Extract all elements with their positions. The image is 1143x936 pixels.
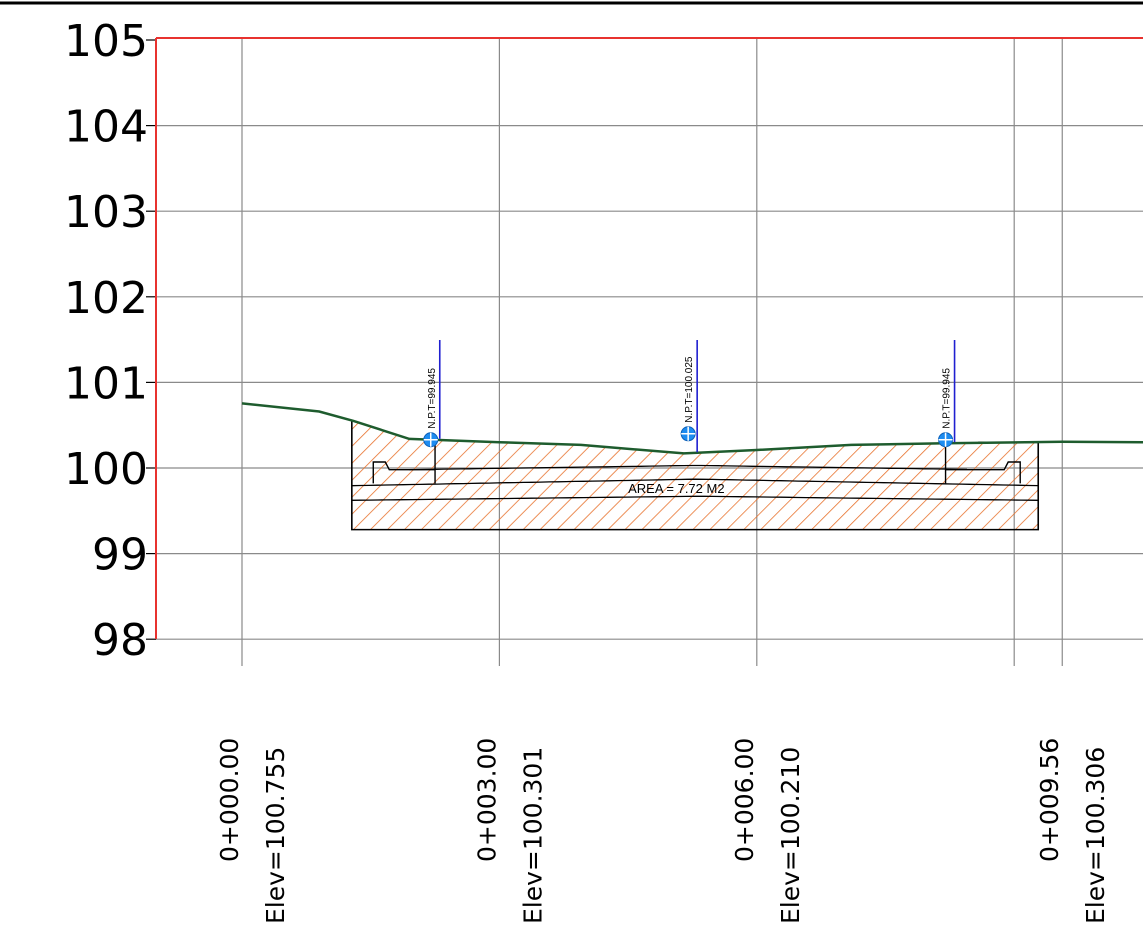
elevation-labels: 105 104 103 102 101 100 99 98	[64, 16, 148, 666]
curb-right	[944, 442, 1021, 484]
elevation-label-101: 101	[64, 358, 148, 409]
station-label: 0+006.00	[730, 738, 759, 862]
station-labels: 0+000.00 Elev=100.755 0+003.00 Elev=100.301…	[215, 738, 1110, 924]
npt-label: N.P.T=100.025	[684, 356, 695, 423]
elevation-label-99: 99	[92, 530, 148, 581]
station-label: 0+009.56	[1035, 738, 1064, 862]
area-label: AREA = 7.72 M2	[628, 481, 724, 496]
elevation-label-105: 105	[64, 16, 148, 67]
design-marker: N.P.T=99.945	[423, 340, 441, 448]
elevation-value-label: Elev=100.755	[261, 747, 290, 924]
design-marker: N.P.T=99.945	[938, 340, 956, 448]
excavation-hatch	[351, 420, 1039, 530]
subbase-layer-line	[351, 495, 1039, 501]
excavation-area: AREA = 7.72 M2	[351, 420, 1040, 531]
elevation-value-label: Elev=100.306	[1081, 747, 1110, 924]
curb-left	[372, 439, 436, 484]
design-markers: N.P.T=99.945 N.P.T=100.025 N.P.T=99.945	[423, 340, 956, 453]
elevation-label-98: 98	[92, 615, 148, 666]
elevation-label-100: 100	[64, 444, 148, 495]
npt-label: N.P.T=99.945	[942, 368, 953, 429]
base-layer-line	[351, 478, 1039, 487]
ground-profile-line	[241, 402, 1143, 455]
vertical-grid	[241, 38, 1063, 666]
elevation-label-103: 103	[64, 187, 148, 238]
pavement-layer-line	[408, 464, 968, 471]
station-label: 0+003.00	[472, 738, 501, 862]
elevation-label-104: 104	[64, 102, 148, 153]
design-marker: N.P.T=100.025	[680, 340, 698, 453]
npt-label: N.P.T=99.945	[427, 368, 438, 429]
elevation-value-label: Elev=100.301	[518, 747, 547, 924]
elevation-label-102: 102	[64, 273, 148, 324]
station-label: 0+000.00	[215, 738, 244, 862]
horizontal-grid	[146, 39, 1143, 640]
elevation-value-label: Elev=100.210	[776, 747, 805, 924]
